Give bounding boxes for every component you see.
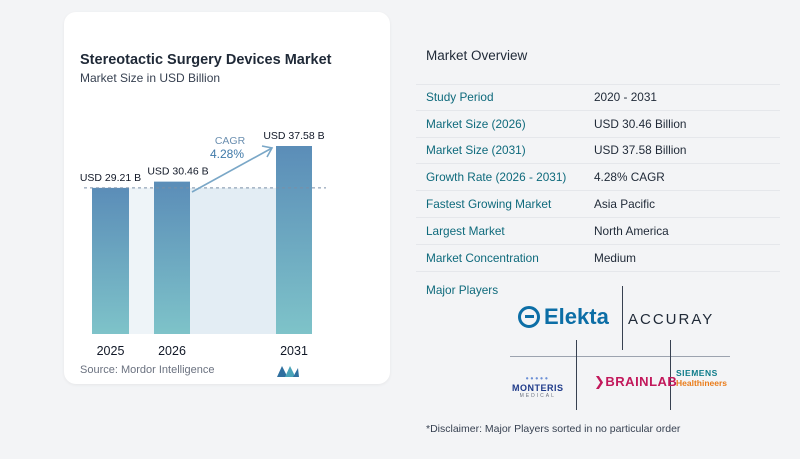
overview-row: Largest Market North America bbox=[416, 218, 780, 245]
cagr-arrow bbox=[191, 147, 273, 193]
overview-row: Growth Rate (2026 - 2031) 4.28% CAGR bbox=[416, 164, 780, 192]
cagr-label: CAGR bbox=[215, 135, 246, 147]
accuray-logo: ACCURAY bbox=[628, 311, 715, 328]
monteris-logo-sub: MEDICAL bbox=[519, 393, 556, 399]
elekta-logo: Elekta bbox=[518, 304, 609, 330]
overview-row-value: 4.28% CAGR bbox=[594, 170, 665, 185]
logo-divider bbox=[510, 356, 730, 357]
logo-divider bbox=[670, 340, 671, 410]
brainlab-chevron-icon: ❯ bbox=[594, 374, 606, 389]
cagr-value: 4.28% bbox=[210, 147, 244, 161]
overview-row: Study Period 2020 - 2031 bbox=[416, 84, 780, 111]
disclaimer: *Disclaimer: Major Players sorted in no … bbox=[426, 423, 681, 435]
elekta-mark-icon bbox=[518, 306, 540, 328]
cagr-arrow-head bbox=[261, 145, 274, 158]
market-overview-panel: Market Overview Study Period 2020 - 2031 M… bbox=[416, 0, 800, 459]
gap-shade bbox=[129, 187, 154, 334]
brainlab-logo-text: BRAINLAB bbox=[605, 374, 678, 389]
siemens-healthineers-logo: SIEMENS Healthineers bbox=[676, 368, 727, 388]
growth-shade bbox=[190, 187, 276, 334]
overview-row-label: Growth Rate (2026 - 2031) bbox=[426, 170, 567, 185]
value-label: USD 30.46 B bbox=[147, 166, 208, 178]
logo-divider bbox=[576, 340, 577, 410]
overview-row-label: Market Size (2031) bbox=[426, 143, 526, 158]
chart-subtitle: Market Size in USD Billion bbox=[80, 71, 221, 85]
major-players-label: Major Players bbox=[426, 283, 499, 297]
overview-row: Market Concentration Medium bbox=[416, 245, 780, 272]
overview-row-label: Study Period bbox=[426, 90, 494, 105]
value-label: USD 29.21 B bbox=[80, 172, 141, 184]
brainlab-logo: ❯BRAINLAB bbox=[594, 374, 677, 390]
chart-card: Stereotactic Surgery Devices Market Mark… bbox=[64, 12, 390, 384]
overview-table: Study Period 2020 - 2031 Market Size (2026… bbox=[416, 84, 780, 272]
mordor-logo-icon bbox=[277, 366, 299, 377]
overview-row-value: North America bbox=[594, 223, 669, 238]
x-tick-label: 2026 bbox=[158, 344, 186, 358]
x-tick-label: 2031 bbox=[280, 344, 308, 358]
overview-row-value: 2020 - 2031 bbox=[594, 90, 657, 105]
overview-title: Market Overview bbox=[426, 48, 528, 63]
overview-row-value: USD 30.46 Billion bbox=[594, 116, 687, 131]
source-text: Source: Mordor Intelligence bbox=[80, 364, 215, 376]
major-players-logos: Elekta ACCURAY ••••• MONTERIS MEDICAL ❯B… bbox=[510, 286, 750, 410]
overview-row-value: Asia Pacific bbox=[594, 197, 655, 212]
siemens-logo-text: SIEMENS bbox=[676, 368, 718, 378]
overview-row: Market Size (2031) USD 37.58 Billion bbox=[416, 138, 780, 165]
overview-row-value: USD 37.58 Billion bbox=[594, 143, 687, 158]
bar-chart: USD 29.21 B USD 30.46 B USD 37.58 B 2025 202… bbox=[80, 130, 326, 358]
elekta-logo-text: Elekta bbox=[544, 304, 609, 329]
logo-divider bbox=[622, 286, 623, 350]
bar-2025 bbox=[92, 187, 129, 334]
monteris-logo: ••••• MONTERIS MEDICAL bbox=[512, 374, 564, 399]
chart-title: Stereotactic Surgery Devices Market bbox=[80, 52, 332, 68]
overview-row: Market Size (2026) USD 30.46 Billion bbox=[416, 111, 780, 138]
value-label: USD 37.58 B bbox=[263, 130, 324, 142]
overview-row-label: Market Size (2026) bbox=[426, 116, 526, 131]
bar-2026 bbox=[154, 181, 190, 334]
overview-row-label: Largest Market bbox=[426, 223, 505, 238]
overview-row-label: Fastest Growing Market bbox=[426, 197, 552, 212]
x-tick-label: 2025 bbox=[97, 344, 125, 358]
overview-row-label: Market Concentration bbox=[426, 250, 539, 265]
bar-2031 bbox=[276, 146, 312, 334]
monteris-dots-icon: ••••• bbox=[525, 374, 550, 383]
healthineers-logo-text: Healthineers bbox=[676, 378, 728, 388]
monteris-logo-text: MONTERIS bbox=[512, 383, 564, 393]
overview-row-value: Medium bbox=[594, 250, 636, 265]
overview-row: Fastest Growing Market Asia Pacific bbox=[416, 191, 780, 218]
